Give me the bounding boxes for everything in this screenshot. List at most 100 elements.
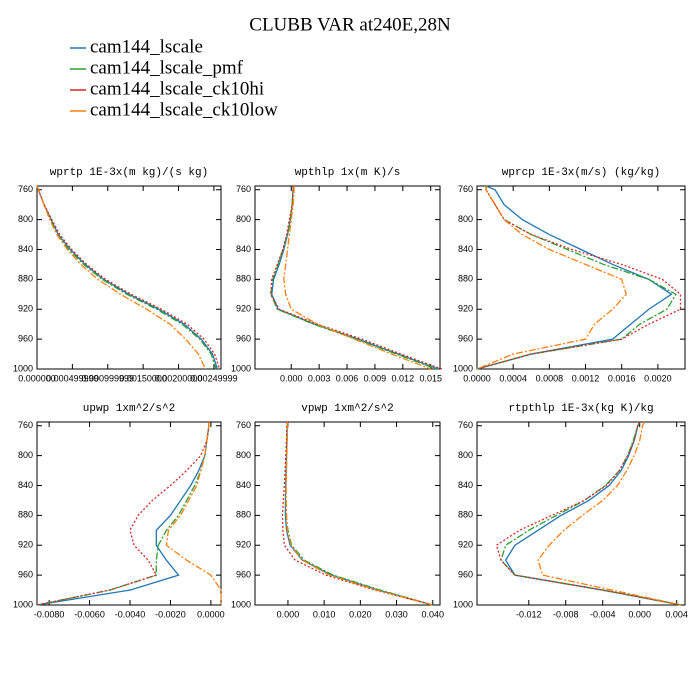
y-tick-label: 760 — [458, 420, 473, 430]
x-tick-label: 0.0008 — [536, 373, 564, 383]
y-tick-label: 960 — [18, 569, 33, 579]
x-tick-label: -0.0020 — [155, 609, 186, 619]
profile-line — [281, 421, 433, 606]
y-tick-label: 880 — [458, 510, 473, 520]
panel-title: rtpthlp 1E-3x(kg K)/kg — [508, 403, 653, 415]
x-tick-label: 0.0016 — [608, 373, 636, 383]
panel-title: wpthlp 1x(m K)/s — [295, 167, 401, 179]
y-tick-label: 960 — [236, 569, 251, 579]
profile-line — [165, 422, 222, 605]
y-tick-label: 920 — [18, 304, 33, 314]
x-tick-label: 0.000 — [277, 609, 300, 619]
x-tick-label: 0.0020 — [644, 373, 672, 383]
y-tick-label: 1000 — [13, 599, 33, 609]
x-tick-label: 0.009 — [364, 373, 387, 383]
y-tick-label: 840 — [458, 244, 473, 254]
x-tick-label: 0.012 — [392, 373, 415, 383]
profile-line — [36, 422, 210, 606]
panel-title: upwp 1xm^2/s^2 — [83, 403, 175, 415]
y-tick-label: 960 — [458, 569, 473, 579]
y-tick-label: 760 — [18, 420, 33, 430]
profile-line — [476, 186, 677, 370]
panel-title: wprcp 1E-3x(m/s) (kg/kg) — [502, 167, 660, 179]
profile-line — [36, 185, 219, 370]
y-tick-label: 880 — [236, 274, 251, 284]
profile-line — [271, 186, 439, 370]
x-tick-label: 0.000 — [628, 609, 651, 619]
x-tick-label: -0.0080 — [34, 609, 65, 619]
y-tick-label: 800 — [18, 214, 33, 224]
x-tick-label: 0.0000 — [463, 373, 491, 383]
profile-line — [270, 186, 443, 370]
y-tick-label: 840 — [236, 480, 251, 490]
x-tick-label: 0.000 — [280, 373, 303, 383]
x-tick-label: -0.0060 — [74, 609, 105, 619]
profile-line — [284, 422, 433, 606]
y-tick-label: 880 — [458, 274, 473, 284]
y-tick-label: 760 — [458, 184, 473, 194]
profile-line — [36, 185, 207, 370]
x-tick-label: 0.0000 — [197, 609, 225, 619]
y-tick-label: 760 — [236, 420, 251, 430]
plot-frame — [36, 185, 222, 370]
y-tick-label: 920 — [18, 540, 33, 550]
x-tick-label: 0.0004 — [499, 373, 527, 383]
profile-line — [283, 186, 431, 370]
x-tick-label: 0.0012 — [572, 373, 600, 383]
x-tick-label: 0.006 — [336, 373, 359, 383]
y-tick-label: 920 — [458, 304, 473, 314]
x-tick-label: -0.004 — [590, 609, 616, 619]
x-tick-label: 0.010 — [313, 609, 336, 619]
x-tick-label: 0.015 — [419, 373, 442, 383]
profile-line — [476, 186, 682, 370]
y-tick-label: 800 — [236, 450, 251, 460]
plot-frame — [36, 421, 222, 606]
plot-frame — [254, 185, 441, 370]
legend-label: cam144_lscale_pmf — [90, 57, 244, 78]
y-tick-label: 880 — [236, 510, 251, 520]
figure-title: CLUBB VAR at240E,28N — [249, 14, 451, 35]
profile-line — [495, 421, 682, 606]
y-tick-label: 960 — [18, 333, 33, 343]
y-tick-label: 800 — [18, 450, 33, 460]
y-tick-label: 1000 — [453, 363, 473, 373]
x-tick-label: 0.020 — [349, 609, 372, 619]
y-tick-label: 960 — [458, 333, 473, 343]
y-tick-label: 920 — [236, 540, 251, 550]
profile-line — [285, 422, 433, 606]
y-tick-label: 920 — [458, 540, 473, 550]
profile-line — [36, 185, 221, 370]
x-tick-label: -0.0040 — [115, 609, 146, 619]
y-tick-label: 760 — [18, 184, 33, 194]
profile-line — [476, 185, 673, 370]
x-tick-label: 0.003 — [308, 373, 331, 383]
plot-frame — [254, 421, 441, 606]
x-tick-label: 0.004 — [665, 609, 688, 619]
y-tick-label: 760 — [236, 184, 251, 194]
panel-title: vpwp 1xm^2/s^2 — [301, 403, 393, 415]
x-tick-label: 0.000499999 — [46, 373, 99, 383]
x-tick-label: 0.000000 — [18, 373, 56, 383]
x-tick-label: 0.00249999 — [190, 373, 238, 383]
y-tick-label: 800 — [458, 450, 473, 460]
legend-label: cam144_lscale — [90, 36, 203, 57]
profile-line — [270, 186, 437, 370]
legend-label: cam144_lscale_ck10hi — [90, 78, 264, 99]
y-tick-label: 800 — [458, 214, 473, 224]
y-tick-label: 1000 — [231, 599, 251, 609]
x-tick-label: 0.040 — [421, 609, 444, 619]
y-tick-label: 840 — [236, 244, 251, 254]
profile-line — [36, 185, 217, 370]
legend-label: cam144_lscale_ck10low — [90, 99, 278, 120]
x-tick-label: -0.008 — [553, 609, 579, 619]
x-tick-label: 0.00200000 — [155, 373, 203, 383]
plot-frame — [476, 421, 686, 606]
x-tick-label: 0.000999999 — [81, 373, 134, 383]
y-tick-label: 1000 — [231, 363, 251, 373]
y-tick-label: 800 — [236, 214, 251, 224]
y-tick-label: 920 — [236, 304, 251, 314]
x-tick-label: -0.012 — [516, 609, 542, 619]
profile-line — [537, 421, 682, 606]
